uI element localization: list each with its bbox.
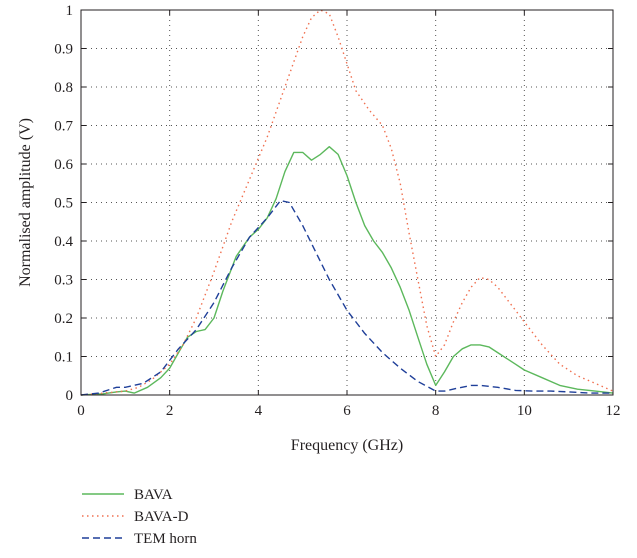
x-tick-label: 8 [432, 403, 440, 419]
y-tick-label: 0.3 [54, 273, 73, 289]
axis-ticks: 0 2 4 6 8 10 12 0 0.1 0.2 0.3 0.4 0.5 0.6 0.7 0.8 0.9 1 [54, 3, 620, 419]
y-tick-label: 0 [66, 388, 74, 404]
y-tick-label: 0.7 [54, 119, 73, 135]
y-tick-label: 0.9 [54, 42, 73, 58]
legend-label: BAVA [134, 487, 173, 503]
legend-label: TEM horn [134, 531, 197, 547]
x-tick-label: 6 [343, 403, 351, 419]
x-tick-label: 2 [166, 403, 174, 419]
y-axis-title: Normalised amplitude (V) [17, 118, 34, 287]
y-tick-label: 0.2 [54, 311, 73, 327]
series-line-bava-d [80, 9, 614, 396]
y-tick-label: 0.5 [54, 196, 73, 212]
x-tick-label: 12 [606, 403, 621, 419]
y-tick-label: 1 [66, 3, 74, 19]
x-tick-label: 4 [255, 403, 263, 419]
y-tick-label: 0.1 [54, 350, 73, 366]
y-tick-label: 0.8 [54, 80, 73, 96]
legend: BAVA BAVA-D TEM horn [82, 487, 197, 547]
y-tick-label: 0.4 [54, 234, 73, 250]
plot-lines [80, 9, 614, 396]
x-tick-label: 10 [517, 403, 532, 419]
x-axis-title: Frequency (GHz) [291, 437, 403, 454]
grid [81, 10, 613, 395]
x-tick-label: 0 [77, 403, 85, 419]
legend-label: BAVA-D [134, 509, 189, 525]
series-line-tem-horn [80, 199, 613, 396]
y-tick-label: 0.6 [54, 157, 73, 173]
